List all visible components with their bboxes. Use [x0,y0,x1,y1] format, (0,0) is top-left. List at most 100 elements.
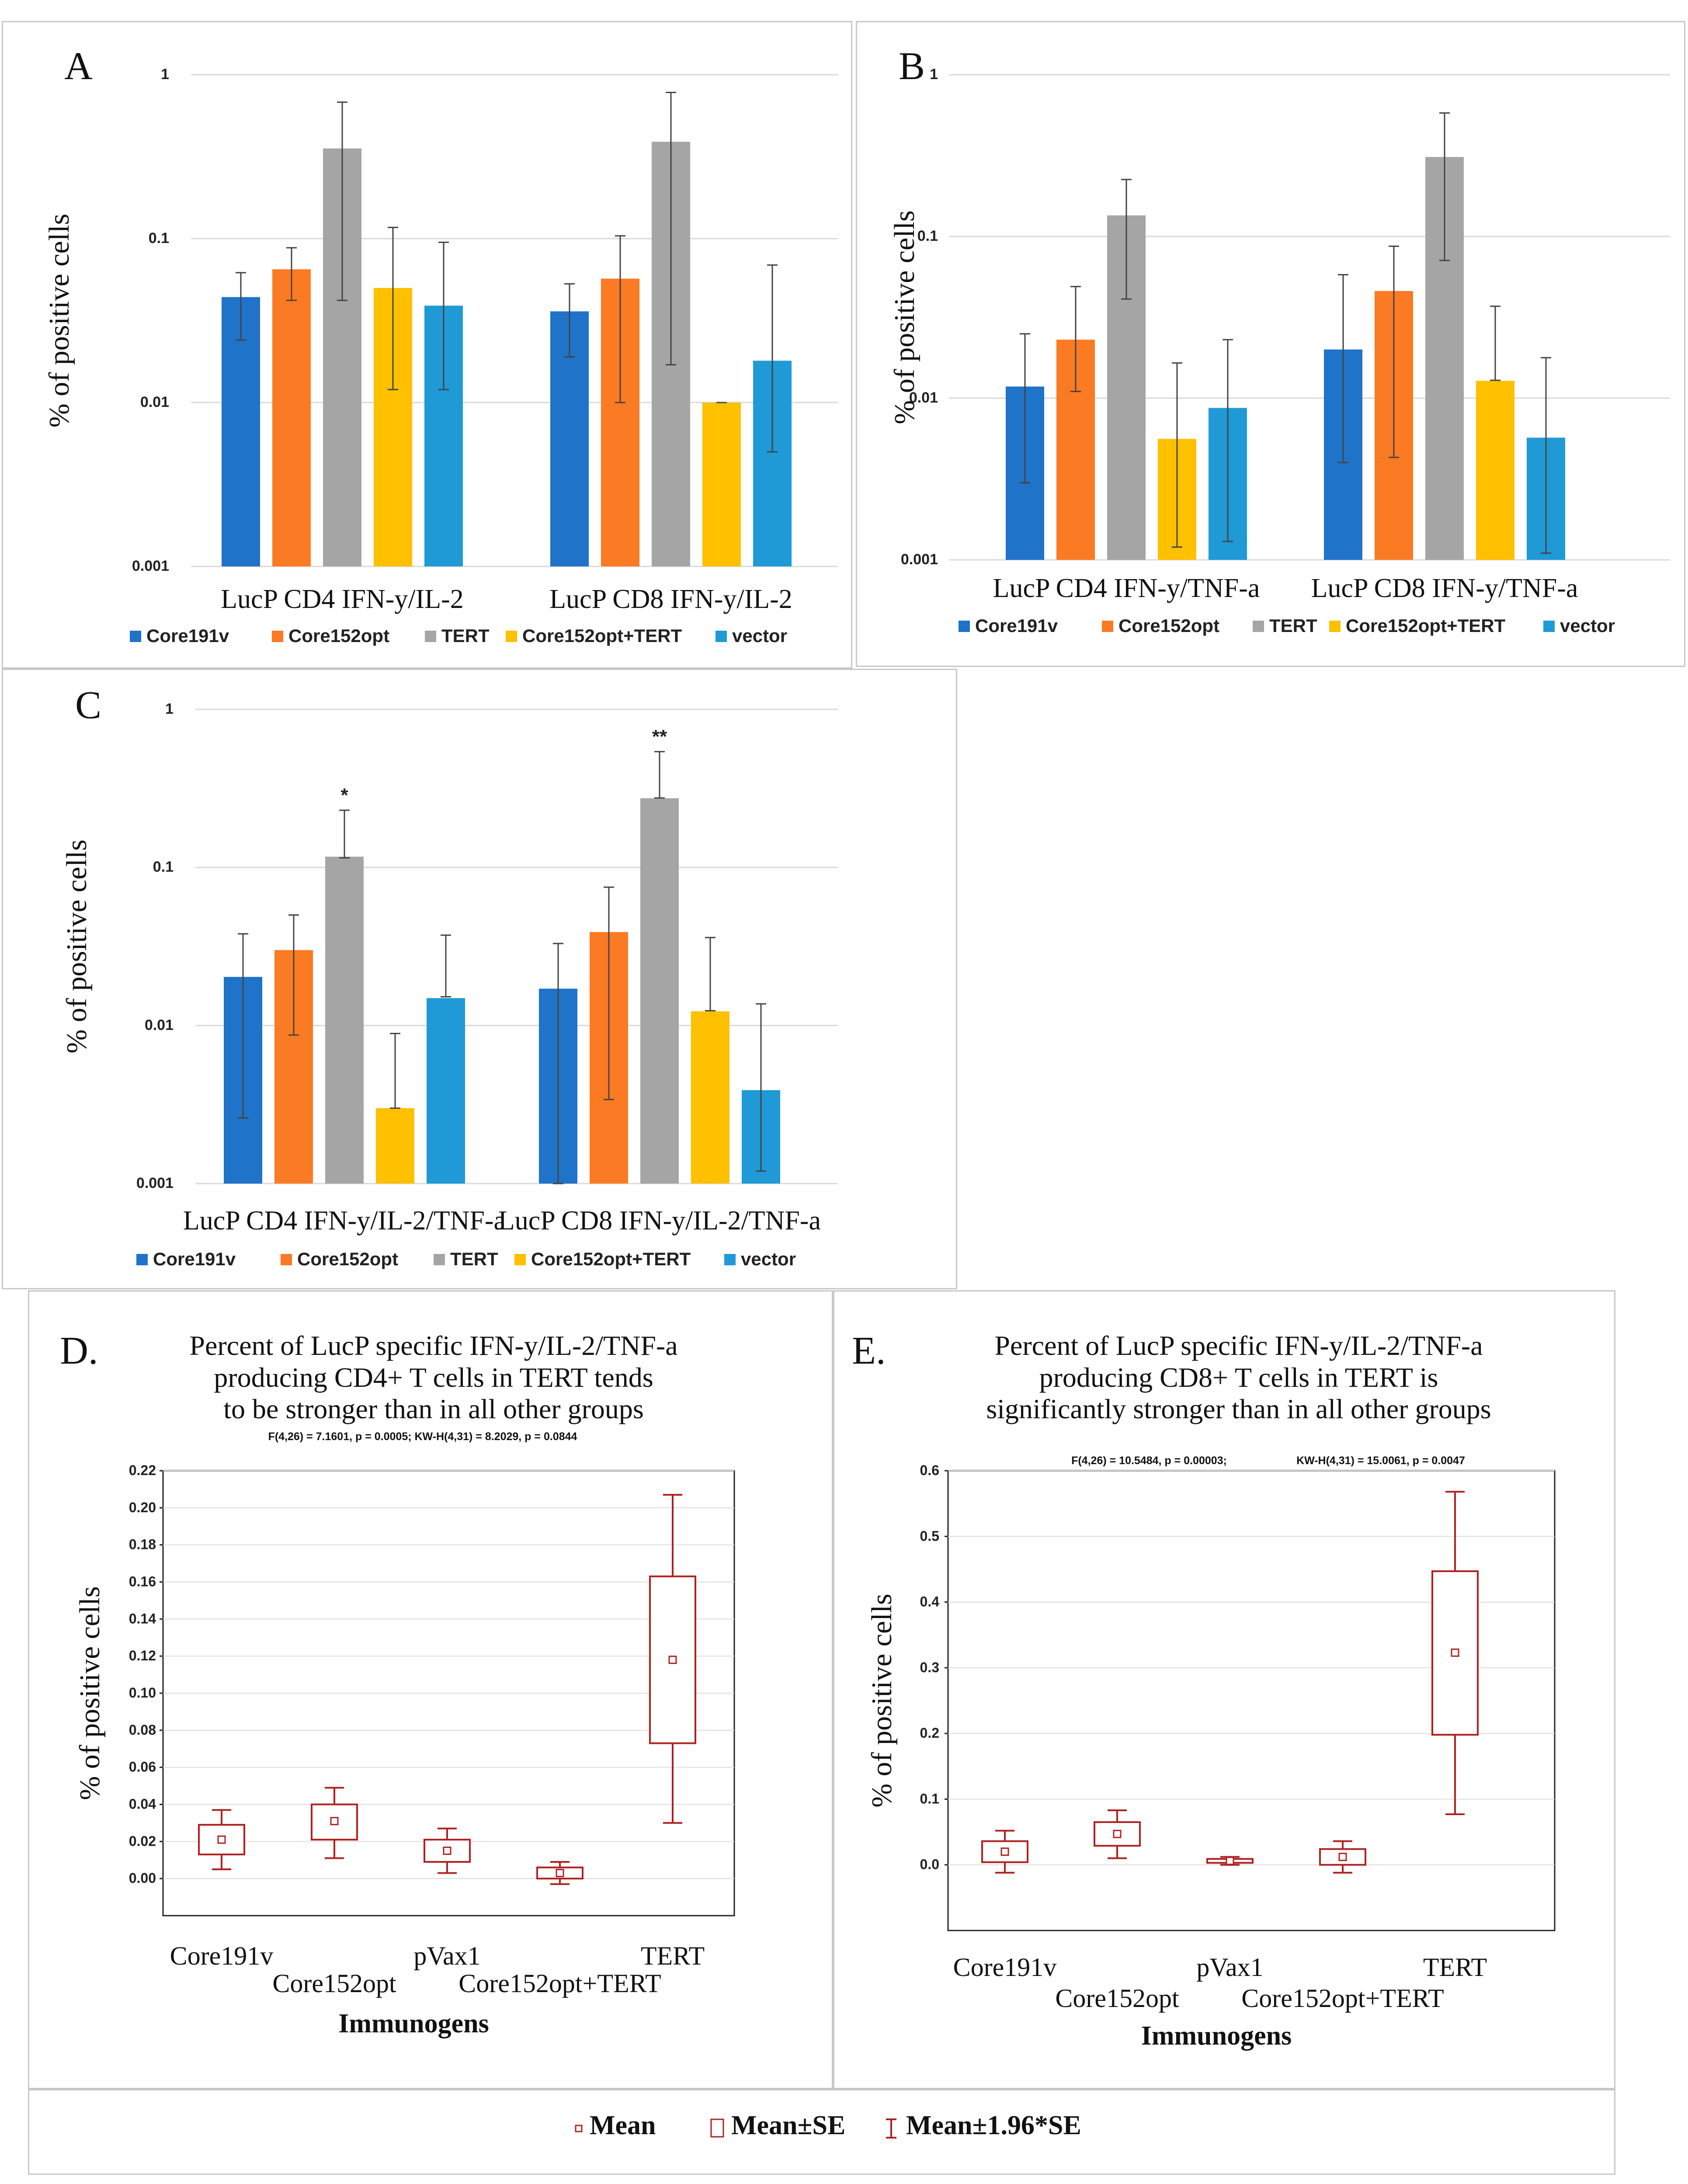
y-tick-label-e: 0.0 [920,1857,939,1872]
y-tick-label-c: 0.1 [153,859,174,875]
y-tick-label-b: 1 [930,66,938,83]
legend-label-b: Core152opt [1118,615,1219,636]
x-axis-label-e: Immunogens [1141,2021,1292,2051]
category-label-e: TERT [1423,1953,1487,1982]
chart-title-line-e: Percent of LucP specific IFN-y/IL-2/TNF-… [994,1330,1483,1361]
legend-label-b: vector [1560,615,1615,636]
legend-label-b: TERT [1269,615,1317,636]
y-tick-label-a: 1 [161,66,169,83]
legend-swatch-b [1543,621,1555,632]
se-box-d [649,1575,696,1744]
stats-text-right-e: KW-H(4,31) = 15.0061, p = 0.0047 [1296,1455,1465,1467]
legend-label-c: TERT [450,1249,498,1269]
category-label-b: LucP CD8 IFN-y/TNF-a [1311,573,1578,603]
y-tick-label-b: 0.1 [917,228,938,244]
legend-swatch-b [1329,621,1341,632]
legend-swatch-c [281,1254,292,1265]
legend-swatch-a [506,631,517,642]
mean-marker-d [443,1847,452,1855]
y-tick-label-d: 0.20 [129,1500,156,1515]
y-tick-label-d: 0.04 [129,1796,156,1812]
y-tick-label-d: 0.08 [129,1722,156,1738]
bar-c-tert [325,857,364,1184]
y-tick-label-d: 0.18 [129,1537,156,1552]
legend-label-c: Core152opt+TERT [531,1249,691,1269]
category-label-d: pVax1 [413,1941,480,1970]
legend-swatch-c [724,1254,736,1265]
legend-swatch-a [715,631,727,642]
category-label-c: LucP CD8 IFN-y/IL-2/TNF-a [498,1206,821,1236]
panel-label-c: C [75,684,101,727]
bar-c-tert [640,798,679,1184]
legend-se-icon [710,2118,724,2138]
panel-label-e: E. [852,1329,886,1372]
y-tick-label-a: 0.1 [149,230,169,247]
mean-marker-d [330,1817,339,1826]
legend-mean-label: Mean [590,2111,656,2140]
y-tick-label-d: 0.06 [129,1759,156,1775]
category-label-d: Core152opt+TERT [458,1969,661,1998]
mean-marker-d [217,1835,226,1844]
legend-label-c: Core191v [153,1249,236,1269]
legend-mean-icon [575,2125,583,2132]
legend-label-a: vector [732,625,787,646]
category-label-b: LucP CD4 IFN-y/TNF-a [993,573,1260,603]
y-axis-label-c: % of positive cells [61,840,93,1053]
chart-a: A 1 0.1 0.01 0.001 % of positive cells LucP CD… [43,45,838,646]
mean-marker-e [1113,1830,1122,1838]
y-tick-label-e: 0.1 [920,1791,939,1806]
bar-c-core152opt-tert [691,1011,729,1184]
y-tick-label-e: 0.5 [920,1528,939,1544]
se-box-d [198,1824,245,1856]
significance-marker-c: * [340,785,348,806]
legend-ci-label: Mean±1.96*SE [906,2111,1081,2140]
y-tick-label-c: 0.001 [136,1175,174,1191]
y-axis-label-e: % of positive cells [866,1594,898,1807]
category-label-e: pVax1 [1196,1953,1263,1982]
y-tick-label-d: 0.00 [129,1870,156,1886]
significance-marker-c: ** [652,726,667,747]
y-axis-label-b: % of positive cells [889,210,920,424]
legend-swatch-c [434,1254,445,1265]
mean-marker-e [1226,1857,1234,1865]
mean-marker-d [556,1868,564,1877]
legend-label-c: Core152opt [297,1249,398,1269]
category-label-a: LucP CD8 IFN-y/IL-2 [549,584,792,614]
bar-a-core152opt-tert [702,403,741,566]
legend-swatch-b [1102,621,1113,632]
panel-d: D. Percent of LucP specific IFN-y/IL-2/TN… [28,1290,833,2089]
chart-e: E. Percent of LucP specific IFN-y/IL-2/TN… [852,1329,1556,2051]
chart-title-line-d: Percent of LucP specific IFN-y/IL-2/TNF-… [189,1330,677,1361]
y-tick-label-d: 0.14 [129,1611,156,1626]
category-label-e: Core152opt+TERT [1241,1984,1444,2013]
bar-a-core191v [222,297,260,566]
y-tick-label-d: 0.12 [129,1648,156,1663]
panel-label-d: D. [60,1329,98,1372]
y-tick-label-e: 0.4 [920,1594,940,1610]
y-axis-label-d: % of positive cells [74,1586,106,1800]
category-label-d: Core152opt [272,1969,396,1998]
category-label-d: TERT [641,1941,705,1970]
panel-b: B 1 0.1 0.01 0.001 % of positive cells LucP CD… [856,21,1685,667]
box-legend: Mean Mean±SE Mean±1.96*SE [28,2089,1615,2175]
chart-d: D. Percent of LucP specific IFN-y/IL-2/TN… [60,1329,735,2038]
legend-label-b: Core152opt+TERT [1346,615,1506,636]
legend-swatch-c [514,1254,526,1265]
chart-title-line-d: producing CD4+ T cells in TERT tends [214,1362,653,1393]
y-tick-label-a: 0.01 [140,394,169,410]
se-box-e [1319,1848,1366,1866]
chart-title-line-d: to be stronger than in all other groups [223,1393,644,1424]
y-tick-label-e: 0.3 [920,1660,939,1675]
y-tick-label-d: 0.22 [129,1462,156,1478]
y-tick-label-c: 1 [165,701,174,717]
chart-c: C 1 0.1 0.01 0.001 % of positive cells LucP CD… [61,684,838,1269]
y-tick-label-d: 0.10 [129,1685,156,1701]
chart-b: B 1 0.1 0.01 0.001 % of positive cells LucP CD… [889,45,1670,636]
panel-e: E. Percent of LucP specific IFN-y/IL-2/TN… [833,1290,1615,2089]
y-tick-label-d: 0.02 [129,1833,156,1849]
box-legend-svg: Mean Mean±SE Mean±1.96*SE [575,2111,1081,2140]
legend-swatch-b [959,621,970,632]
legend-swatch-c [136,1254,148,1265]
legend-swatch-a [130,631,141,642]
legend-label-a: Core191v [146,625,229,646]
